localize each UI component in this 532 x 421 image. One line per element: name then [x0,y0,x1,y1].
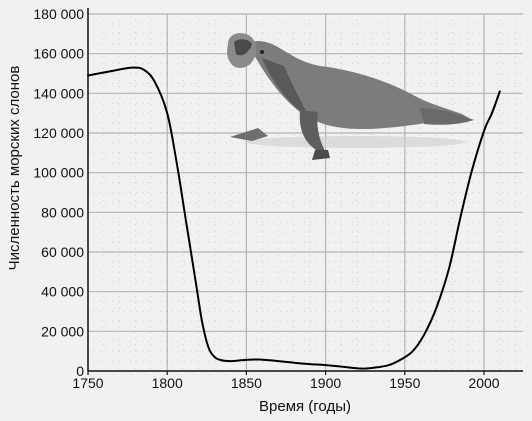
y-tick-label-140000: 140 000 [33,85,84,101]
x-tick-label-1900: 1900 [310,375,341,391]
x-tick-label-1800: 1800 [152,375,183,391]
x-tick-label-1750: 1750 [72,375,103,391]
y-tick-label-40000: 40 000 [41,284,84,300]
x-tick-label-1950: 1950 [389,375,420,391]
series-line-0 [87,66,501,370]
y-tick-label-60000: 60 000 [41,244,84,260]
y-tick-label-100000: 100 000 [33,165,84,181]
series-layer [87,66,501,370]
axes [87,8,523,372]
tick-labels: 1750 1800 1850 1900 1950 2000 0 20 000 40 000 60 … [33,6,499,391]
x-axis-title: Время (годы) [259,398,351,415]
y-tick-label-20000: 20 000 [41,323,84,339]
x-tick-label-1850: 1850 [231,375,262,391]
y-tick-label-80000: 80 000 [41,204,84,220]
y-tick-label-120000: 120 000 [33,125,84,141]
axis-titles: Время (годы) Численность морских слонов [6,66,351,415]
y-axis-title: Численность морских слонов [6,66,23,271]
x-tick-label-2000: 2000 [468,375,499,391]
elephant-seal-illustration [227,33,474,160]
y-tick-label-0: 0 [76,363,84,379]
y-tick-label-160000: 160 000 [33,46,84,62]
y-tick-label-180000: 180 000 [33,6,84,22]
grid [88,13,523,371]
